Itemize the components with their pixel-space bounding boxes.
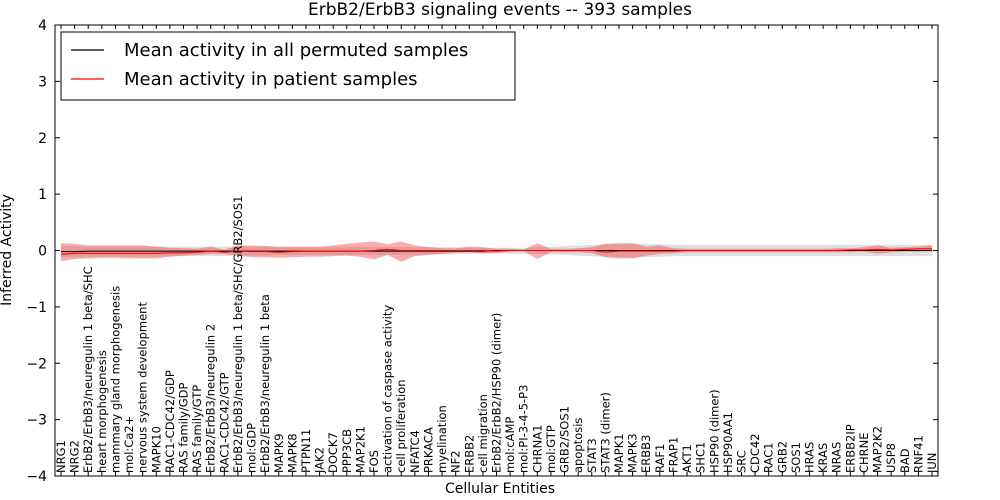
y-tick-label: 4 <box>38 18 47 34</box>
y-tick-label: −4 <box>26 469 47 485</box>
legend-box <box>60 31 516 101</box>
x-tick-label: RAS family/GDP <box>177 383 191 473</box>
x-tick-label: mol:Ca2+ <box>122 416 136 473</box>
x-tick-label: myelination <box>435 405 449 473</box>
x-tick-label: DOCK7 <box>326 432 340 473</box>
legend-label-patient: Mean activity in patient samples <box>124 69 418 90</box>
x-tick-label: GRB2 <box>775 441 789 473</box>
x-tick-label: MAPK10 <box>149 426 163 473</box>
x-tick-label: RAC1-CDC42/GDP <box>163 370 177 473</box>
x-tick-label: activation of caspase activity <box>381 305 395 473</box>
x-tick-label: ERBB3 <box>639 435 653 473</box>
x-tick-label: MAPK8 <box>285 433 299 473</box>
x-tick-label: ErbB2/ErbB3/neuregulin 1 beta <box>258 294 272 473</box>
x-tick-label: NFATC4 <box>408 430 422 473</box>
x-tick-label: ERBB2 <box>462 435 476 473</box>
x-tick-label: HSP90AA1 <box>721 412 735 473</box>
x-tick-label: ErbB2/ErbB3/neuregulin 1 beta/SHC/GRB2/S… <box>231 196 245 473</box>
x-tick-label: ErbB2/ErbB3/neuregulin 2 <box>204 324 218 473</box>
x-tick-label: MAP2K1 <box>353 426 367 473</box>
plot-frame <box>54 24 939 477</box>
y-tick-label: 0 <box>38 244 47 260</box>
x-tick-label: NRG2 <box>68 440 82 473</box>
x-tick-label: STAT3 (dimer) <box>598 392 612 473</box>
x-tick-label: JAK2 <box>313 447 327 474</box>
legend: Mean activity in all permuted samples Me… <box>60 31 516 101</box>
y-tick-label: 1 <box>38 187 47 203</box>
x-tick-label: KRAS <box>816 443 830 473</box>
x-tick-label: JUN <box>925 453 939 474</box>
x-tick-label: NRG1 <box>54 440 68 473</box>
x-tick-label: MAPK3 <box>626 433 640 473</box>
x-tick-label: MAP2K2 <box>871 426 885 473</box>
x-tick-label: nervous system development <box>136 302 150 473</box>
x-tick-label: MAPK9 <box>272 433 286 473</box>
line-patient-mean <box>60 248 932 255</box>
x-tick-label: SHC1 <box>694 442 708 473</box>
x-tick-label: RAS family/GTP <box>190 385 204 473</box>
x-tick-label: RNF41 <box>911 435 925 473</box>
x-tick-label: mol:PI-3-4-5-P3 <box>517 385 531 473</box>
x-tick-label: HSP90 (dimer) <box>707 389 721 473</box>
x-tick-label: FOS <box>367 450 381 473</box>
y-tick-label: −1 <box>26 300 47 316</box>
x-tick-label: mol:GDP <box>245 423 259 473</box>
y-tick-label: 3 <box>38 74 47 90</box>
y-axis-label: Inferred Activity <box>0 194 15 306</box>
x-tick-label: RAC1-CDC42/GTP <box>217 372 231 473</box>
x-tick-label: STAT3 <box>585 438 599 473</box>
x-tick-label: NF2 <box>449 450 463 473</box>
x-tick-label: GRB2/SOS1 <box>558 406 572 473</box>
x-tick-label: mol:cAMP <box>503 417 517 473</box>
y-tick-label: −3 <box>26 413 47 429</box>
x-tick-label: RAC1 <box>762 442 776 473</box>
x-tick-label: ErbB2/ErbB2/HSP90 (dimer) <box>490 313 504 473</box>
y-tick-label: −2 <box>26 356 47 372</box>
x-tick-label: MAPK1 <box>612 433 626 473</box>
x-tick-label: mol:GTP <box>544 425 558 473</box>
x-axis-label: Cellular Entities <box>445 481 555 497</box>
x-tick-label: ErbB2/ErbB3/neuregulin 1 beta/SHC <box>81 266 95 473</box>
x-tick-label: apoptosis <box>571 418 585 473</box>
plot-area <box>60 241 932 262</box>
x-tick-label: ERBB2IP <box>843 424 857 473</box>
x-tick-label: PRKACA <box>422 427 436 473</box>
y-axis-ticks: −4 −3 −2 −1 0 1 2 3 4 <box>26 18 938 485</box>
x-tick-label: AKT1 <box>680 444 694 473</box>
x-tick-label: PPP3CB <box>340 429 354 473</box>
x-tick-label: HRAS <box>803 442 817 473</box>
x-tick-label: mammary gland morphogenesis <box>108 286 122 473</box>
x-tick-label: CHRNE <box>857 432 871 473</box>
x-tick-label: SOS1 <box>789 442 803 473</box>
x-tick-label: NRAS <box>830 442 844 473</box>
x-tick-label: heart morphogenesis <box>95 350 109 473</box>
x-tick-label: PTPN11 <box>299 429 313 473</box>
y-tick-label: 2 <box>38 131 47 147</box>
chart-title: ErbB2/ErbB3 signaling events -- 393 samp… <box>308 0 692 20</box>
x-tick-label: BAD <box>898 448 912 473</box>
x-tick-label: FRAP1 <box>666 437 680 473</box>
x-tick-label: CHRNA1 <box>530 425 544 473</box>
x-tick-label: USP8 <box>884 443 898 473</box>
x-tick-label: CDC42 <box>748 433 762 473</box>
x-tick-label: SRC <box>735 450 749 473</box>
x-axis-ticks: NRG1 NRG2 ErbB2/ErbB3/neuregulin 1 beta/SH… <box>54 25 939 476</box>
x-tick-label: RAF1 <box>653 444 667 473</box>
x-tick-label: cell proliferation <box>394 379 408 473</box>
legend-label-permuted: Mean activity in all permuted samples <box>124 40 468 61</box>
x-tick-label: cell migration <box>476 394 490 473</box>
